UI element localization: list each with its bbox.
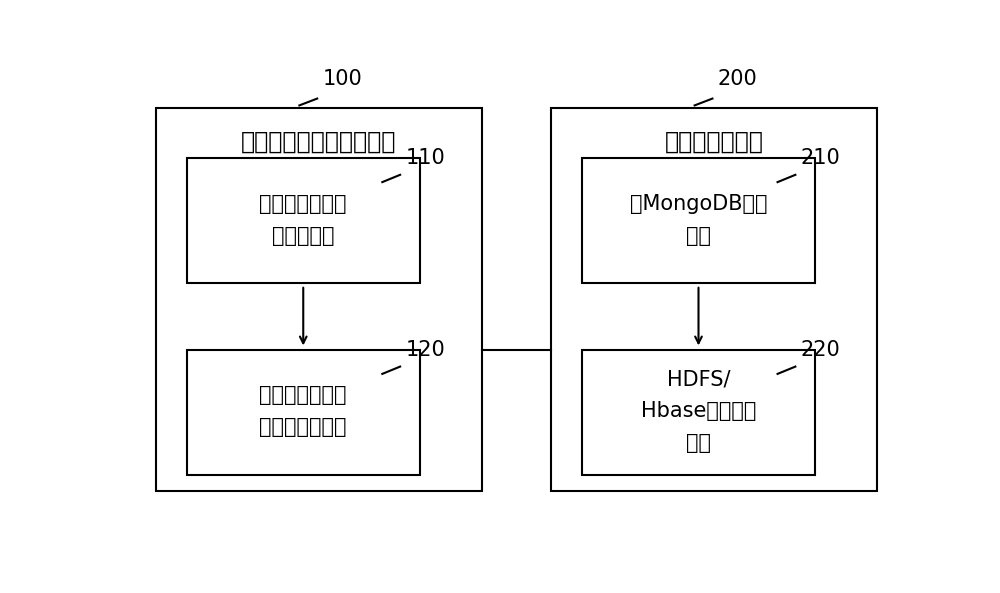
Text: 接口: 接口	[686, 433, 711, 453]
Text: 遥感数据分布式存储框架: 遥感数据分布式存储框架	[241, 130, 396, 154]
Text: Hbase直接访问: Hbase直接访问	[641, 401, 756, 422]
Text: 100: 100	[323, 69, 362, 90]
Text: 据存储模块: 据存储模块	[272, 225, 334, 246]
Bar	[551, 108, 877, 491]
Text: HDFS/: HDFS/	[667, 369, 730, 390]
Bar	[582, 350, 815, 475]
Bar	[582, 158, 815, 283]
Text: 接口: 接口	[686, 225, 711, 246]
Text: 210: 210	[801, 148, 841, 168]
Text: 片数据存储模块: 片数据存储模块	[260, 417, 347, 437]
Text: 遥感元数据及切: 遥感元数据及切	[260, 385, 347, 406]
Text: 遥感原始影像数: 遥感原始影像数	[260, 193, 347, 213]
Text: 220: 220	[801, 340, 841, 360]
Text: 为MongoDB访问: 为MongoDB访问	[630, 193, 767, 213]
Bar	[187, 158, 420, 283]
Text: 110: 110	[406, 148, 445, 168]
Bar	[156, 108, 482, 491]
Text: 120: 120	[406, 340, 445, 360]
Bar	[187, 350, 420, 475]
Text: 分布式访问接口: 分布式访问接口	[665, 130, 763, 154]
Text: 200: 200	[718, 69, 758, 90]
